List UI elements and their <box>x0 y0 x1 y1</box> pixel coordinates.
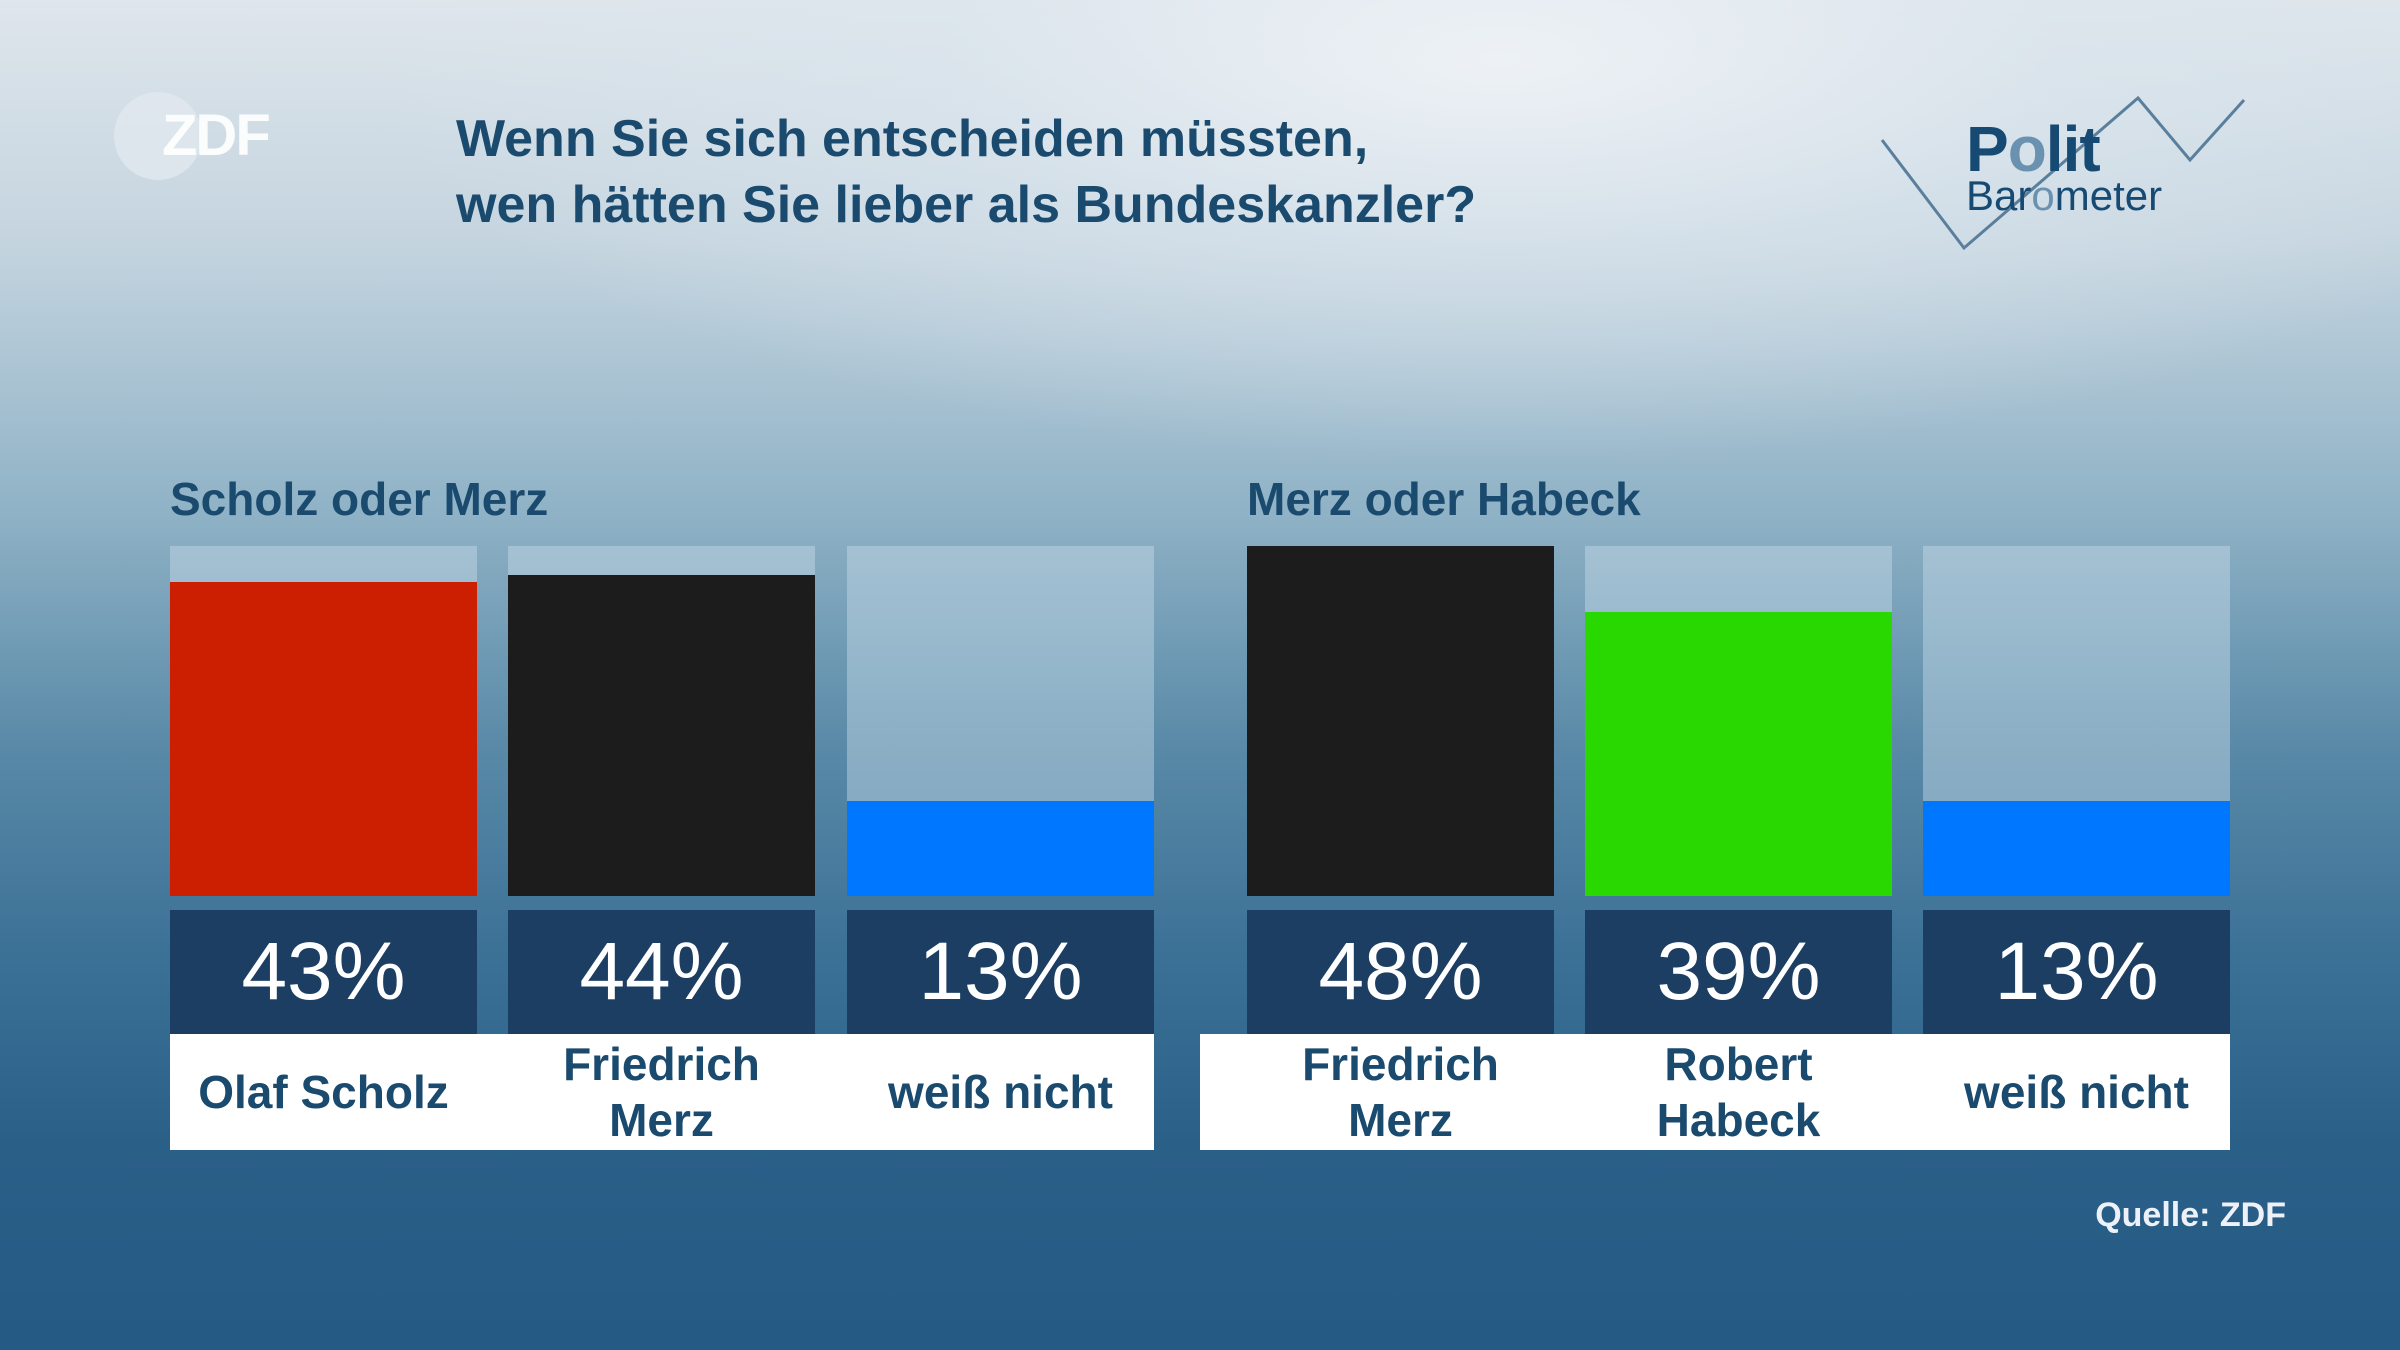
bar-track <box>170 546 477 896</box>
category-label: weiß nicht <box>1964 1066 2189 1118</box>
label-strip <box>170 1034 1154 1150</box>
bar-track <box>847 546 1154 896</box>
bar-merz <box>1247 546 1554 896</box>
label-strip <box>1200 1034 2230 1150</box>
zdf-logo: ZDF <box>112 90 282 182</box>
politbarometer-barometer: Barometer <box>1966 172 2163 219</box>
zdf-logo-text: ZDF <box>162 103 271 168</box>
bar-merz <box>508 575 815 896</box>
politbarometer-polit: Polit <box>1966 113 2101 185</box>
group-title: Scholz oder Merz <box>170 473 549 525</box>
bar-undecided <box>1923 801 2230 896</box>
chart-title-line-2: wen hätten Sie lieber als Bundeskanzler? <box>456 176 1477 234</box>
category-label: Olaf Scholz <box>198 1066 449 1118</box>
value-label: 13% <box>1923 910 2230 1034</box>
value-label: 39% <box>1585 910 1892 1034</box>
bar-track <box>508 546 815 896</box>
group-title: Merz oder Habeck <box>1247 473 1641 525</box>
chart-title: Wenn Sie sich entscheiden müssten, wen h… <box>456 106 1476 238</box>
zdf-logo-disc <box>114 92 202 180</box>
bar-track <box>1585 546 1892 896</box>
bar-habeck <box>1585 611 1892 896</box>
category-label: weiß nicht <box>888 1066 1113 1118</box>
value-label: 48% <box>1247 910 1554 1034</box>
category-label: Friedrich Merz <box>1302 1038 1499 1146</box>
bar-track <box>1247 546 1554 896</box>
politbarometer-zigzag-icon <box>1880 96 2246 251</box>
value-label: 43% <box>170 910 477 1034</box>
source-note: Quelle: ZDF <box>2095 1196 2286 1234</box>
category-label: Robert Habeck <box>1656 1038 1821 1146</box>
chart-title-line-1: Wenn Sie sich entscheiden müssten, <box>456 110 1369 168</box>
value-label: 13% <box>847 910 1154 1034</box>
category-label: Friedrich Merz <box>563 1038 760 1146</box>
politbarometer-logo: Polit Barometer <box>1880 96 2250 256</box>
bar-scholz <box>170 582 477 896</box>
bar-track <box>1923 546 2230 896</box>
value-label: 44% <box>508 910 815 1034</box>
bar-undecided <box>847 801 1154 896</box>
